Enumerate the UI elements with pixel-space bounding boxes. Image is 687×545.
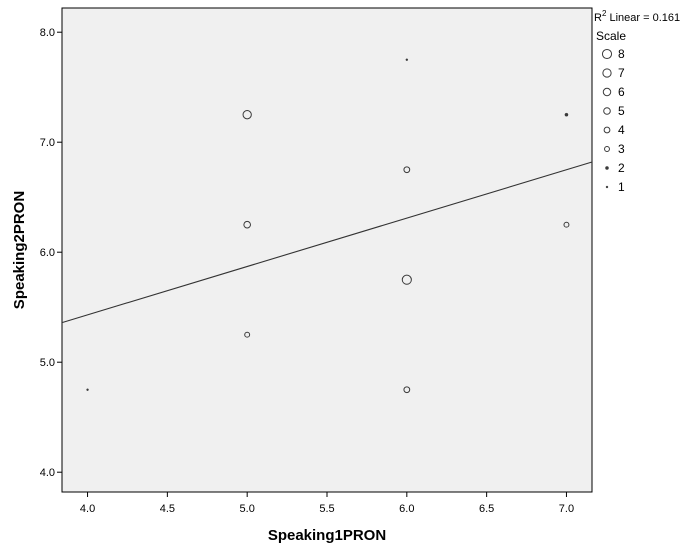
legend-label: 7 xyxy=(618,66,625,80)
legend-label: 8 xyxy=(618,47,625,61)
r2-linear-label: R2 Linear = 0.161 xyxy=(594,9,680,24)
data-point xyxy=(405,58,409,61)
x-tick-label: 6.0 xyxy=(399,503,414,515)
data-point xyxy=(401,274,412,285)
data-point xyxy=(243,220,251,229)
y-tick-label: 6.0 xyxy=(40,247,55,259)
legend-marker xyxy=(603,107,611,115)
y-tick-label: 8.0 xyxy=(40,27,55,39)
y-tick-label: 7.0 xyxy=(40,137,55,149)
r2-prefix: R xyxy=(594,12,602,24)
legend-marker xyxy=(601,48,613,60)
data-point xyxy=(244,331,251,338)
legend-marker xyxy=(604,146,610,152)
x-tick-label: 5.0 xyxy=(240,503,255,515)
x-tick-label: 6.5 xyxy=(479,503,494,515)
legend-label: 3 xyxy=(618,142,625,156)
y-tick-label: 4.0 xyxy=(40,467,55,479)
x-tick-label: 4.0 xyxy=(80,503,95,515)
legend-title: Scale xyxy=(596,29,626,43)
legend-label: 2 xyxy=(618,161,625,175)
r2-superscript: 2 xyxy=(602,9,607,18)
legend-marker xyxy=(605,185,609,189)
legend: 8 7 6 5 4 3 2 1 xyxy=(601,47,625,194)
y-axis-title: Speaking2PRON xyxy=(11,191,28,309)
data-point xyxy=(403,386,411,394)
legend-label: 6 xyxy=(618,85,625,99)
x-tick-label: 7.0 xyxy=(559,503,574,515)
legend-label: 1 xyxy=(618,180,625,194)
legend-label: 4 xyxy=(618,123,625,137)
data-point xyxy=(564,112,569,117)
r2-value: Linear = 0.161 xyxy=(606,12,680,24)
linear-fit-line xyxy=(61,161,593,324)
x-tick-label: 5.5 xyxy=(319,503,334,515)
y-tick-label: 5.0 xyxy=(40,357,55,369)
legend-marker xyxy=(605,166,609,170)
data-point xyxy=(242,110,252,120)
legend-marker xyxy=(602,87,612,97)
data-point xyxy=(86,388,89,391)
data-point xyxy=(563,221,570,228)
legend-marker xyxy=(603,126,611,134)
legend-marker xyxy=(602,68,612,78)
plot-area xyxy=(61,7,593,493)
legend-label: 5 xyxy=(618,104,625,118)
x-tick-label: 4.5 xyxy=(160,503,175,515)
x-axis-title: Speaking1PRON xyxy=(268,527,386,544)
data-point xyxy=(403,166,411,174)
